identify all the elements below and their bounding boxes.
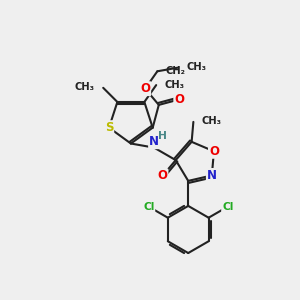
Text: Cl: Cl <box>143 202 154 212</box>
Text: H: H <box>158 131 167 141</box>
Text: CH₃: CH₃ <box>75 82 95 92</box>
Text: CH₂: CH₂ <box>166 66 186 76</box>
Text: O: O <box>174 93 184 106</box>
Text: CH₃: CH₃ <box>187 62 206 72</box>
Text: CH₃: CH₃ <box>202 116 222 126</box>
Text: S: S <box>105 121 113 134</box>
Text: Cl: Cl <box>222 202 233 212</box>
Text: O: O <box>158 169 167 182</box>
Text: CH₃: CH₃ <box>164 80 184 89</box>
Text: O: O <box>140 82 150 95</box>
Text: N: N <box>149 135 159 148</box>
Text: O: O <box>209 145 219 158</box>
Text: N: N <box>207 169 217 182</box>
